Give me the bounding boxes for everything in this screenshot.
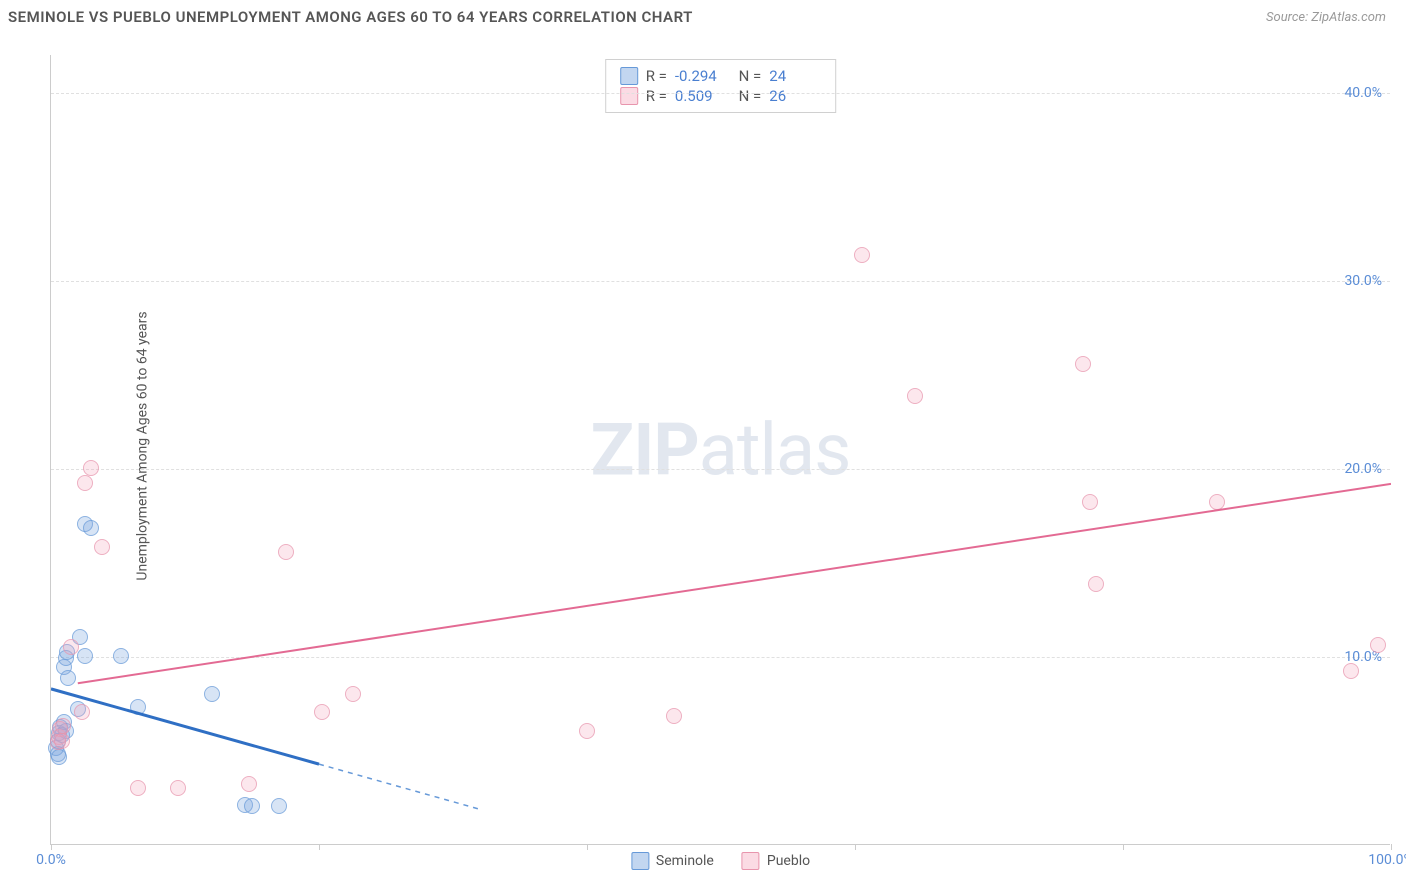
scatter-chart: ZIPatlas R = -0.294 N = 24R = 0.509 N = … [50,55,1390,845]
x-tick-label: 0.0% [36,852,66,868]
x-tick [855,844,856,850]
stat-n-value: 24 [769,67,821,85]
data-point [51,749,67,765]
watermark: ZIPatlas [591,407,851,492]
stat-r-label: R = [646,67,667,85]
x-tick [319,844,320,850]
y-tick-label: 20.0% [1344,461,1382,477]
legend-swatch [620,67,638,85]
data-point [63,639,79,655]
data-point [55,718,71,734]
series-legend: Seminole Pueblo [631,852,810,870]
legend-swatch [620,87,638,105]
gridline-h [51,469,1390,470]
x-tick [1391,844,1392,850]
data-point [1082,494,1098,510]
x-tick-label: 100.0% [1368,852,1406,868]
legend-swatch [742,852,760,870]
data-point [83,460,99,476]
data-point [244,798,260,814]
chart-title: SEMINOLE VS PUEBLO UNEMPLOYMENT AMONG AG… [8,8,693,26]
legend-swatch [631,852,649,870]
data-point [271,798,287,814]
data-point [60,670,76,686]
data-point [278,544,294,560]
data-point [130,699,146,715]
data-point [83,520,99,536]
stat-n-label: N = [735,87,761,105]
y-tick-label: 30.0% [1344,273,1382,289]
data-point [314,704,330,720]
data-point [345,686,361,702]
data-point [579,723,595,739]
stat-r-value: 0.509 [675,87,727,105]
data-point [74,704,90,720]
y-tick-label: 40.0% [1344,85,1382,101]
data-point [907,388,923,404]
data-point [54,733,70,749]
gridline-h [51,281,1390,282]
stat-n-label: N = [735,67,761,85]
data-point [666,708,682,724]
legend-item: Seminole [631,852,714,870]
x-tick [587,844,588,850]
stats-legend: R = -0.294 N = 24R = 0.509 N = 26 [605,59,837,113]
data-point [241,776,257,792]
data-point [77,475,93,491]
data-point [1209,494,1225,510]
x-tick [1123,844,1124,850]
legend-item: Pueblo [742,852,810,870]
stats-row: R = -0.294 N = 24 [620,66,822,86]
legend-label: Seminole [656,853,714,869]
stats-row: R = 0.509 N = 26 [620,86,822,106]
data-point [204,686,220,702]
data-point [854,247,870,263]
trend-lines [51,55,1391,845]
data-point [1075,356,1091,372]
data-point [1343,663,1359,679]
data-point [1370,637,1386,653]
source-attribution: Source: ZipAtlas.com [1266,10,1386,25]
data-point [130,780,146,796]
data-point [77,648,93,664]
gridline-h [51,657,1390,658]
legend-label: Pueblo [767,853,810,869]
data-point [94,539,110,555]
data-point [113,648,129,664]
stat-n-value: 26 [769,87,821,105]
gridline-h [51,93,1390,94]
data-point [170,780,186,796]
data-point [1088,576,1104,592]
stat-r-label: R = [646,87,667,105]
stat-r-value: -0.294 [675,67,727,85]
x-tick [51,844,52,850]
